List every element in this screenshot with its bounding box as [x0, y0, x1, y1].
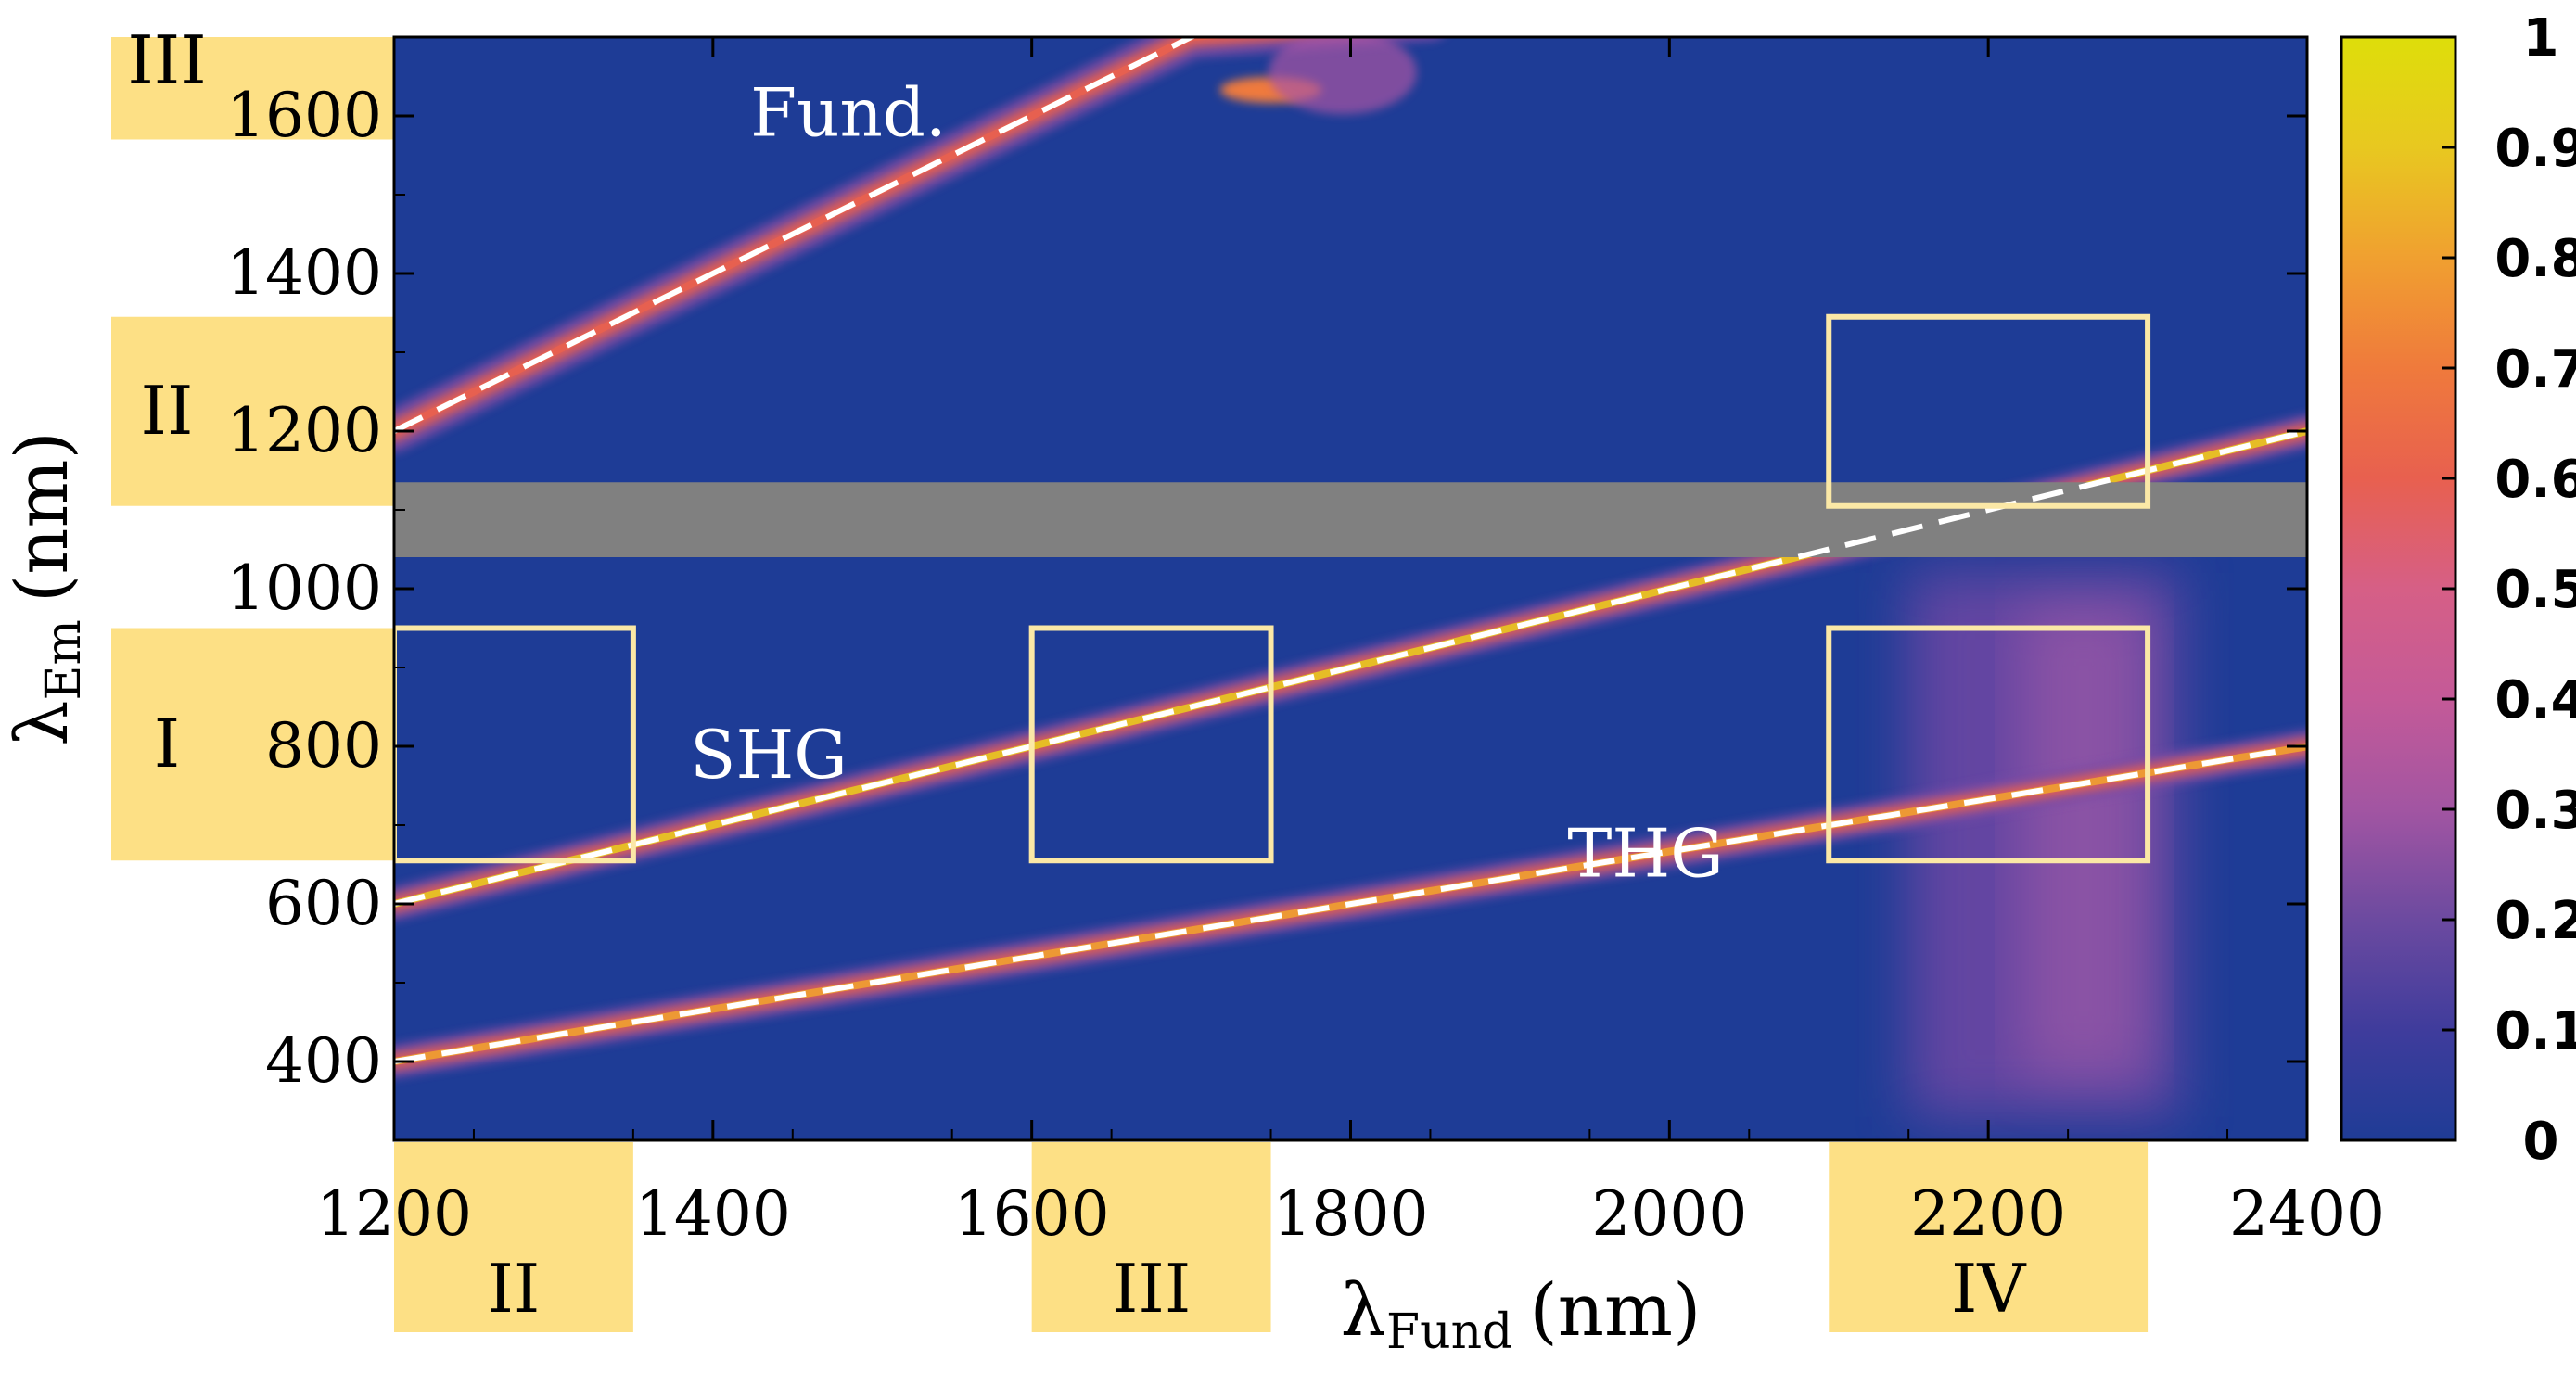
annotation-thg: THG: [1567, 814, 1723, 892]
x-tick-label: 1200: [316, 1178, 472, 1250]
y-tick-label: 400: [265, 1025, 382, 1097]
region-labels-x: II III IV: [487, 1250, 2027, 1328]
region-bg-x-1: [394, 1142, 633, 1332]
y-axis-subscript: Em: [36, 619, 92, 700]
colorbar-tick-label: 0.6: [2494, 450, 2576, 510]
region-bg-x-3: [1829, 1142, 2149, 1332]
excluded-band: [394, 482, 2307, 557]
region-labels-y: III II I: [127, 21, 206, 782]
y-tick-label: 1600: [226, 80, 382, 151]
colorbar: [2340, 35, 2457, 1142]
band-core: [394, 37, 1242, 435]
highlight-box-3: [1826, 625, 2151, 864]
fit-line-thg: [394, 748, 2276, 1064]
intensity-haze: [1908, 573, 2180, 1117]
colorbar-tick-label: 0.4: [2494, 670, 2576, 731]
y-tick-label: 600: [265, 868, 382, 939]
region-label-y-i: I: [154, 705, 180, 782]
y-axis-symbol: λ: [1, 700, 84, 745]
x-tick-label: 1400: [635, 1178, 791, 1250]
colorbar-tick-label: 1: [2523, 8, 2559, 69]
x-axis-title: λFund (nm): [1341, 1269, 1702, 1360]
x-axis-subscript: Fund: [1386, 1304, 1512, 1360]
region-label-y-ii: II: [141, 372, 194, 450]
colorbar-tick-label: 0.3: [2494, 781, 2576, 841]
fund-end-blob: [1268, 37, 1417, 115]
colorbar-tick-label: 0: [2523, 1112, 2559, 1172]
series-annotations: Fund. SHG THG: [690, 73, 1724, 892]
x-axis-unit: (nm): [1529, 1269, 1701, 1353]
x-tick-label: 1800: [1273, 1178, 1429, 1250]
annotation-shg: SHG: [690, 716, 848, 794]
fit-lines: [394, 37, 2307, 1064]
y-tick-label: 1200: [226, 395, 382, 466]
x-axis-symbol: λ: [1341, 1269, 1386, 1353]
region-label-x-iv: IV: [1951, 1250, 2027, 1328]
x-tick-label: 2400: [2229, 1178, 2385, 1250]
y-axis-unit: (nm): [1, 431, 84, 603]
region-label-backgrounds: [111, 37, 2149, 1332]
x-tick-label: 2000: [1591, 1178, 1747, 1250]
region-label-x-ii: II: [487, 1250, 540, 1328]
y-tick-label: 1400: [226, 237, 382, 309]
plot-area: [394, 37, 2307, 1140]
region-label-y-iii: III: [127, 21, 206, 99]
region-bg-y-1: [111, 37, 394, 140]
y-tick-label: 800: [265, 710, 382, 782]
highlight-boxes: [394, 313, 2151, 864]
annotation-fund: Fund.: [750, 73, 947, 151]
x-tick-label: 1600: [954, 1178, 1110, 1250]
y-tick-label: 1000: [226, 553, 382, 624]
colorbar-tick-label: 0.7: [2494, 339, 2576, 400]
x-tick-label: 2200: [1910, 1178, 2066, 1250]
colorbar-ticks: 0 0.1 0.2 0.3 0.4 0.5 0.6 0.7 0.8 0.9 1: [2442, 8, 2576, 1172]
fit-line-fund: [394, 37, 1198, 434]
highlight-box-4: [1826, 313, 2151, 509]
region-bg-x-2: [1031, 1142, 1271, 1332]
highlight-box-1: [394, 625, 636, 864]
highlight-box-2: [1028, 625, 1274, 864]
haze-core: [2020, 604, 2149, 1077]
region-label-x-iii: III: [1112, 1250, 1191, 1328]
band-fund: [394, 37, 1443, 452]
colorbar-tick-label: 0.8: [2494, 229, 2576, 289]
y-axis-title: λEm (nm): [1, 431, 92, 746]
axis-ticks: [392, 36, 2309, 1141]
region-bg-y-3: [111, 628, 394, 861]
fit-line-shg: [394, 428, 2307, 907]
region-bg-y-2: [111, 316, 394, 506]
tick-labels: 1200 1400 1600 1800 2000 2200 2400 400 600 800 100…: [226, 80, 2385, 1250]
colorbar-tick-label: 0.5: [2494, 560, 2576, 620]
colorbar-tick-label: 0.9: [2494, 119, 2576, 179]
colorbar-tick-label: 0.2: [2494, 891, 2576, 951]
colorbar-tick-label: 0.1: [2494, 1001, 2576, 1062]
